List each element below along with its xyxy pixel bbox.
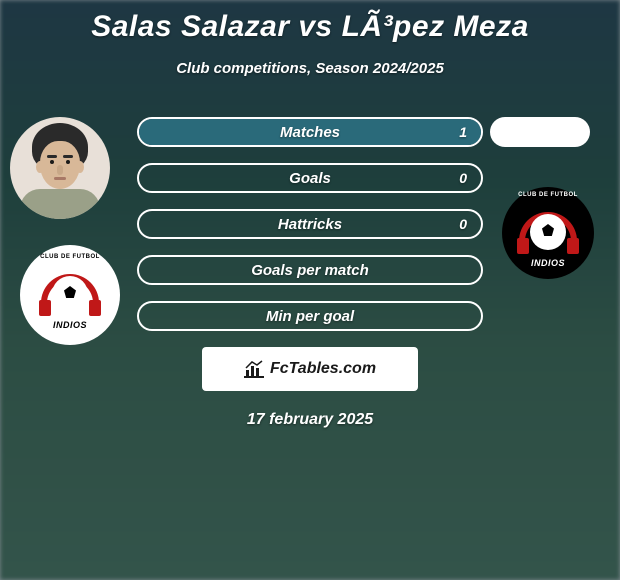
club-word: INDIOS	[35, 320, 105, 330]
bar-right-value: 0	[459, 170, 467, 186]
content: Salas Salazar vs LÃ³pez Meza Club compet…	[0, 0, 620, 429]
bar-label: Goals	[289, 170, 331, 187]
stat-bars: Matches 1 Goals 0 Hattricks 0 Goals per match M…	[137, 117, 483, 331]
club-badge-right: CLUB DE FUTBOL INDIOS	[502, 187, 594, 279]
brand-text: FcTables.com	[270, 360, 376, 378]
bar-label: Min per goal	[266, 308, 354, 325]
chart-icon	[244, 360, 264, 378]
stat-bar: Goals 0	[137, 163, 483, 193]
club-arc-text: CLUB DE FUTBOL	[35, 254, 105, 260]
brand-box: FcTables.com	[202, 347, 418, 391]
stat-bar: Hattricks 0	[137, 209, 483, 239]
bar-right-value: 1	[459, 124, 467, 140]
stat-bar: Min per goal	[137, 301, 483, 331]
player-photo-left	[10, 117, 110, 219]
subtitle: Club competitions, Season 2024/2025	[0, 60, 620, 77]
bar-label: Matches	[280, 124, 340, 141]
club-badge-left: CLUB DE FUTBOL INDIOS	[20, 245, 120, 345]
bar-label: Goals per match	[251, 262, 369, 279]
bar-label: Hattricks	[278, 216, 342, 233]
stats-area: CLUB DE FUTBOL INDIOS CLUB DE FUTBOL IND…	[0, 117, 620, 429]
club-arc-text: CLUB DE FUTBOL	[513, 192, 583, 198]
bar-right-value: 0	[459, 216, 467, 232]
player-photo-right-placeholder	[490, 117, 590, 147]
date-line: 17 february 2025	[0, 411, 620, 429]
stat-bar: Matches 1	[137, 117, 483, 147]
stat-bar: Goals per match	[137, 255, 483, 285]
club-word: INDIOS	[513, 258, 583, 268]
page-title: Salas Salazar vs LÃ³pez Meza	[0, 10, 620, 44]
